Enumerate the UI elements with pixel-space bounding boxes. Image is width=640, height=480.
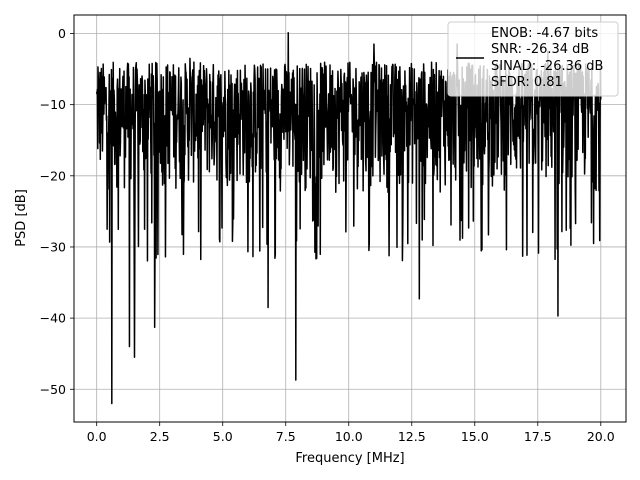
legend: ENOB: -4.67 bits SNR: -26.34 dB SINAD: -… [447,21,619,97]
psd-series-line [95,32,602,405]
y-tick-label: −10 [40,97,66,112]
legend-box [447,21,619,97]
x-tick-label: 2.5 [150,429,170,444]
legend-text-sinad: SINAD: -26.36 dB [491,59,603,74]
x-axis-label: Frequency [MHz] [295,451,404,466]
y-tick-label: −50 [40,382,66,397]
y-tick-label: 0 [58,26,66,41]
plot-area [95,32,602,405]
x-tick-label: 17.5 [524,429,552,444]
y-tick-label: −40 [40,311,66,326]
legend-text-sfdr: SFDR: 0.81 [491,75,563,90]
x-tick-label: 20.0 [587,429,615,444]
x-tick-label: 12.5 [398,429,426,444]
plot-frame [73,14,627,423]
x-tick-label: 5.0 [213,429,233,444]
legend-text-snr: SNR: -26.34 dB [491,42,589,57]
x-tick-label: 0.0 [87,429,107,444]
x-tick-label: 10.0 [335,429,363,444]
x-tick-label: 15.0 [461,429,489,444]
y-axis: 0 −10 −20 −30 −40 −50 [40,26,74,397]
x-axis: 0.0 2.5 5.0 7.5 10.0 12.5 15.0 17.5 20.0 [87,422,615,444]
x-tick-label: 7.5 [276,429,296,444]
y-tick-label: −20 [40,168,66,183]
y-tick-label: −30 [40,239,66,254]
y-axis-label: PSD [dB] [14,189,29,247]
legend-text-enob: ENOB: -4.67 bits [491,26,598,41]
